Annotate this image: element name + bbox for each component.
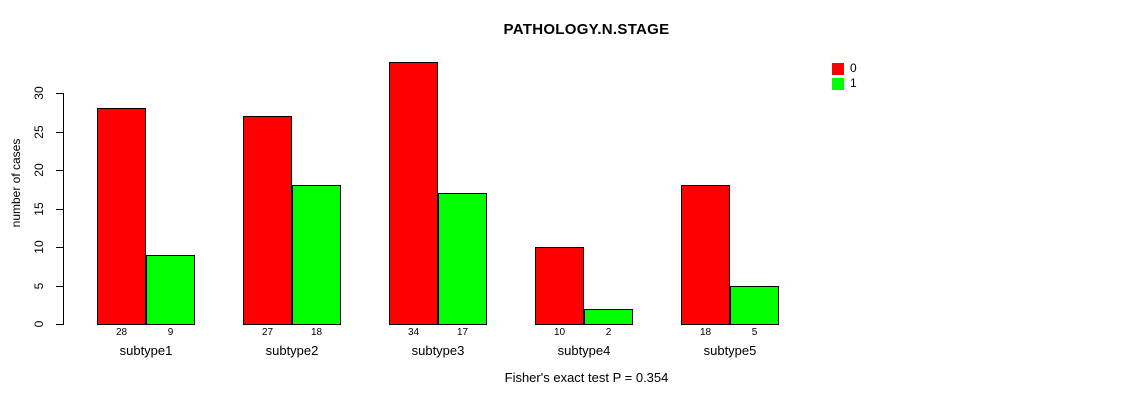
bar-series0-subtype4	[535, 247, 584, 325]
legend-swatch-green	[832, 77, 844, 90]
y-axis-tick-label: 30	[32, 86, 46, 100]
bar-count-label: 27	[261, 327, 274, 338]
y-axis-tick	[56, 208, 63, 210]
bar-series1-subtype5	[730, 285, 779, 325]
bar-count-label: 18	[310, 327, 323, 338]
x-category-label: subtype4	[557, 343, 611, 358]
bar-count-label: 2	[605, 327, 612, 338]
bar-count-label: 5	[751, 327, 758, 338]
legend: 0 1	[832, 61, 857, 91]
legend-item: 0	[832, 61, 857, 76]
bar-series1-subtype1	[146, 254, 195, 325]
y-axis-tick	[56, 285, 63, 287]
legend-swatch-red	[832, 62, 844, 75]
bar-count-label: 28	[115, 327, 128, 338]
annotation-text: Fisher's exact test P = 0.354	[504, 370, 669, 385]
y-axis-tick	[56, 131, 63, 133]
x-category-label: subtype3	[411, 343, 465, 358]
bar-count-label: 17	[456, 327, 469, 338]
bar-count-label: 10	[553, 327, 566, 338]
legend-label: 1	[850, 76, 857, 90]
bar-series0-subtype2	[243, 116, 292, 325]
y-axis-tick-label: 10	[32, 240, 46, 254]
y-axis-tick	[56, 247, 63, 248]
x-category-label: subtype2	[265, 343, 319, 358]
chart-title: PATHOLOGY.N.STAGE	[503, 21, 670, 38]
y-axis-tick-label: 5	[32, 282, 46, 289]
y-axis-tick	[56, 93, 63, 94]
y-axis-tick-label: 25	[32, 124, 46, 139]
bar-count-label: 18	[699, 327, 712, 338]
y-axis-tick-label: 15	[32, 201, 46, 216]
bar-count-label: 9	[167, 327, 174, 338]
y-axis-tick	[56, 170, 63, 171]
x-category-label: subtype1	[119, 343, 173, 358]
bar-series0-subtype1	[97, 108, 146, 325]
bar-series0-subtype3	[389, 62, 438, 325]
y-axis-tick	[56, 324, 63, 325]
bar-count-label: 34	[407, 327, 420, 338]
bar-series0-subtype5	[681, 185, 730, 325]
bar-series1-subtype2	[292, 185, 341, 325]
y-axis-label: number of cases	[9, 138, 23, 228]
y-axis-tick-label: 0	[32, 320, 46, 328]
legend-item: 1	[832, 76, 857, 91]
y-axis-line	[63, 93, 64, 325]
y-axis-tick-label: 20	[32, 163, 46, 177]
legend-label: 0	[850, 61, 857, 75]
x-category-label: subtype5	[703, 343, 757, 358]
bar-series1-subtype3	[438, 193, 487, 325]
bar-series1-subtype4	[584, 308, 633, 325]
